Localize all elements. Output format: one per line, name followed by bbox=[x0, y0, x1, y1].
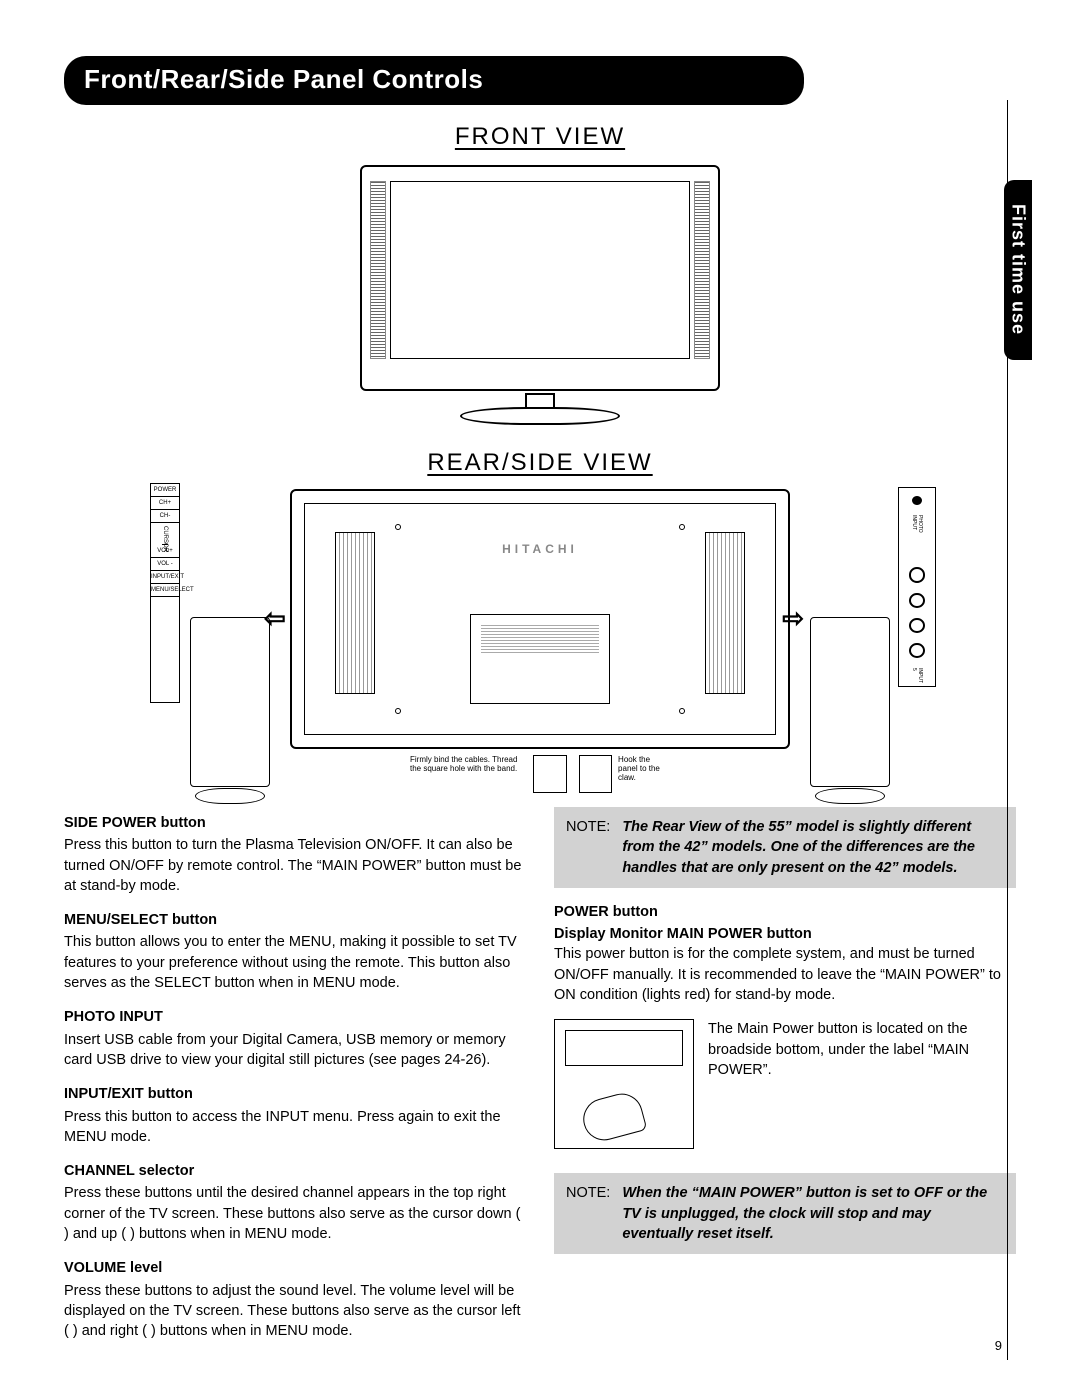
page-header: Front/Rear/Side Panel Controls bbox=[64, 56, 804, 105]
rear-io-block bbox=[470, 614, 610, 704]
rear-side-diagram: POWER CH+ CH- CURSOR VOL+ VOL - INPUT/EX… bbox=[160, 483, 920, 793]
power-button-heading: POWER button bbox=[554, 902, 1016, 922]
note1-label: NOTE: bbox=[566, 817, 610, 878]
video-jack bbox=[909, 593, 925, 608]
side-power-text: Press this button to turn the Plasma Tel… bbox=[64, 835, 526, 896]
channel-heading: CHANNEL selector bbox=[64, 1161, 526, 1181]
side-input-strip: PHOTO INPUT INPUT 5 bbox=[898, 487, 936, 687]
tv-screen bbox=[390, 181, 690, 359]
front-view-label: FRONT VIEW bbox=[64, 123, 1016, 151]
mini-tv-left bbox=[190, 617, 270, 787]
ctrl-cursor: CURSOR bbox=[162, 523, 168, 545]
input-exit-text: Press this button to access the INPUT me… bbox=[64, 1107, 526, 1148]
left-column: SIDE POWER button Press this button to t… bbox=[64, 799, 526, 1344]
rear-logo: HITACHI bbox=[502, 542, 578, 556]
ctrl-power: POWER bbox=[151, 484, 179, 497]
tv-stand bbox=[460, 393, 620, 427]
tv-speaker-left bbox=[370, 181, 386, 359]
arrow-right-icon: ⇨ bbox=[782, 603, 804, 634]
rear-speaker-grid-right bbox=[705, 532, 745, 694]
photo-input-label: PHOTO INPUT bbox=[911, 515, 923, 547]
cable-note-left: Firmly bind the cables. Thread the squar… bbox=[410, 755, 527, 793]
photo-input-jack bbox=[912, 496, 922, 505]
description-columns: SIDE POWER button Press this button to t… bbox=[64, 799, 1016, 1344]
page-number: 9 bbox=[995, 1338, 1002, 1353]
audio-l-jack bbox=[909, 618, 925, 633]
ctrl-input-exit: INPUT/EXIT bbox=[151, 571, 179, 584]
side-power-heading: SIDE POWER button bbox=[64, 813, 526, 833]
note2-body: When the “MAIN POWER” button is set to O… bbox=[622, 1183, 1004, 1244]
note2-label: NOTE: bbox=[566, 1183, 610, 1244]
input-exit-heading: INPUT/EXIT button bbox=[64, 1084, 526, 1104]
photo-input-heading: PHOTO INPUT bbox=[64, 1007, 526, 1027]
menu-select-text: This button allows you to enter the MENU… bbox=[64, 932, 526, 993]
note1-body: The Rear View of the 55” model is slight… bbox=[622, 817, 1004, 878]
main-power-illustration bbox=[554, 1019, 694, 1149]
input5-label: INPUT 5 bbox=[911, 668, 923, 686]
cable-diagram-right bbox=[579, 755, 612, 793]
section-tab: First time use bbox=[1004, 180, 1032, 360]
volume-heading: VOLUME level bbox=[64, 1258, 526, 1278]
audio-r-jack bbox=[909, 643, 925, 658]
power-button-text: This power button is for the complete sy… bbox=[554, 944, 1016, 1005]
channel-text: Press these buttons until the desired ch… bbox=[64, 1183, 526, 1244]
photo-input-text: Insert USB cable from your Digital Camer… bbox=[64, 1030, 526, 1071]
front-view-diagram bbox=[330, 161, 750, 431]
menu-select-heading: MENU/SELECT button bbox=[64, 910, 526, 930]
svideo-jack bbox=[909, 567, 925, 582]
side-panel-right: PHOTO INPUT INPUT 5 bbox=[810, 483, 930, 793]
ctrl-vol-minus: VOL - bbox=[151, 558, 179, 571]
right-column: NOTE: The Rear View of the 55” model is … bbox=[554, 799, 1016, 1344]
hand-icon bbox=[579, 1089, 648, 1145]
tv-outline bbox=[360, 165, 720, 391]
cable-diagram-left bbox=[533, 755, 566, 793]
arrow-left-icon: ⇦ bbox=[264, 603, 286, 634]
note-box-2: NOTE: When the “MAIN POWER” button is se… bbox=[554, 1173, 1016, 1254]
ctrl-ch-plus: CH+ bbox=[151, 497, 179, 510]
ctrl-ch-minus: CH- bbox=[151, 510, 179, 523]
tv-speaker-right bbox=[694, 181, 710, 359]
volume-text: Press these buttons to adjust the sound … bbox=[64, 1281, 526, 1342]
main-power-row: The Main Power button is located on the … bbox=[554, 1019, 1016, 1149]
side-panel-left: POWER CH+ CH- CURSOR VOL+ VOL - INPUT/EX… bbox=[150, 483, 270, 793]
power-button-subheading: Display Monitor MAIN POWER button bbox=[554, 924, 1016, 944]
rear-side-view-label: REAR/SIDE VIEW bbox=[64, 449, 1016, 477]
mini-tv-right bbox=[810, 617, 890, 787]
cable-instructions: Firmly bind the cables. Thread the squar… bbox=[410, 755, 670, 793]
note-box-1: NOTE: The Rear View of the 55” model is … bbox=[554, 807, 1016, 888]
rear-speaker-grid-left bbox=[335, 532, 375, 694]
side-control-strip: POWER CH+ CH- CURSOR VOL+ VOL - INPUT/EX… bbox=[150, 483, 180, 703]
ctrl-menu-select: MENU/SELECT bbox=[151, 584, 179, 597]
cable-note-right: Hook the panel to the claw. bbox=[618, 755, 670, 793]
rear-panel-outline: HITACHI bbox=[290, 489, 790, 749]
main-power-desc: The Main Power button is located on the … bbox=[708, 1019, 1016, 1080]
